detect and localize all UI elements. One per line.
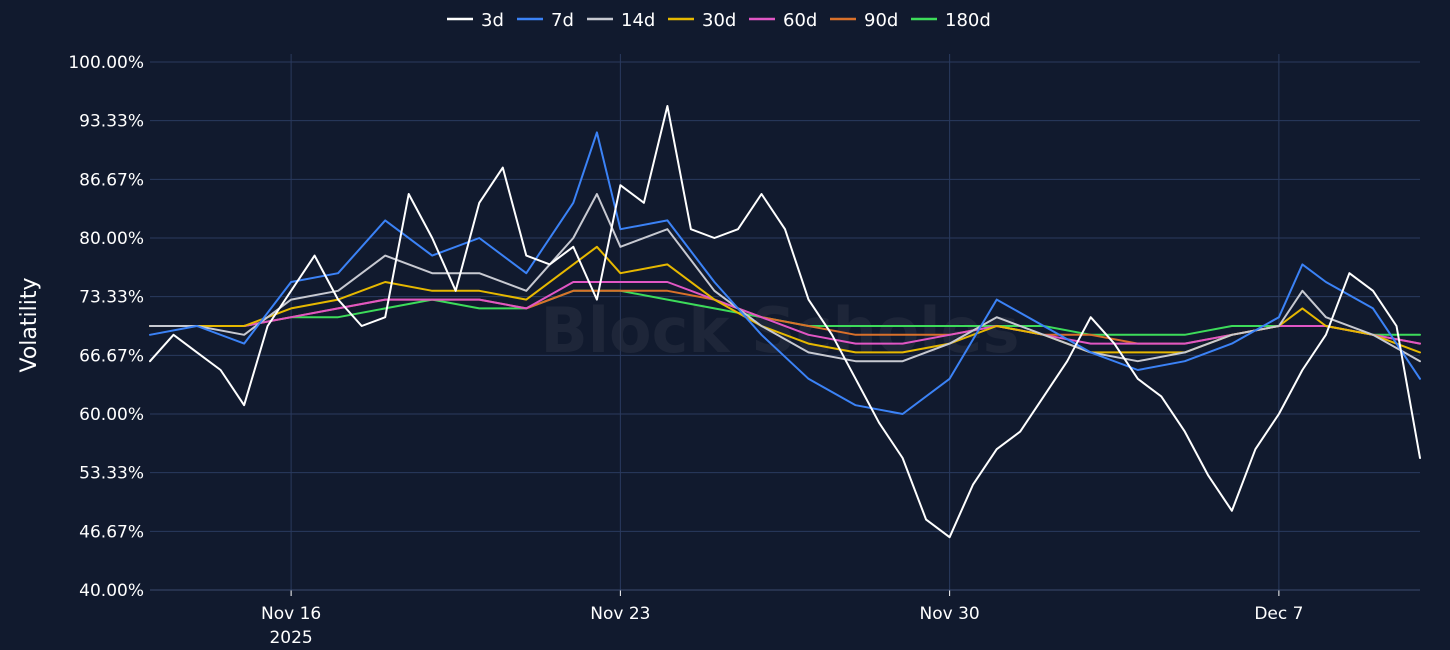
y-axis-title: Volatility	[17, 277, 42, 372]
y-tick-label: 80.00%	[79, 229, 144, 249]
x-tick-sublabel: 2025	[269, 628, 312, 648]
series-lines	[149, 105, 1421, 539]
y-axis: 100.00% 93.33% 86.67% 80.00% 73.33% 66.67% 60.…	[68, 53, 144, 601]
legend-item-14d[interactable]: 14d	[587, 10, 655, 31]
y-tick-label: 60.00%	[79, 405, 144, 425]
x-tick-label: Nov 23	[590, 604, 650, 624]
x-tick-label: Dec 7	[1254, 604, 1303, 624]
legend-label: 30d	[702, 10, 736, 31]
legend-item-90d[interactable]: 90d	[830, 10, 898, 31]
legend-label: 7d	[551, 10, 574, 31]
watermark: Block Scholes	[540, 294, 1019, 367]
y-tick-label: 73.33%	[79, 288, 144, 308]
legend-item-3d[interactable]: 3d	[447, 10, 504, 31]
legend-label: 14d	[621, 10, 655, 31]
y-tick-label: 46.67%	[79, 522, 144, 542]
legend-label: 90d	[864, 10, 898, 31]
legend-label: 60d	[783, 10, 817, 31]
y-tick-label: 53.33%	[79, 464, 144, 484]
legend-item-30d[interactable]: 30d	[668, 10, 736, 31]
legend-item-60d[interactable]: 60d	[749, 10, 817, 31]
y-tick-label: 93.33%	[79, 112, 144, 132]
x-tick-label: Nov 16	[261, 604, 321, 624]
y-tick-label: 66.67%	[79, 346, 144, 366]
y-tick-label: 86.67%	[79, 170, 144, 190]
series-line-7d	[149, 131, 1421, 415]
series-line-14d	[149, 193, 1421, 363]
legend-label: 180d	[945, 10, 991, 31]
x-tick-label: Nov 30	[920, 604, 980, 624]
y-tick-label: 100.00%	[68, 53, 144, 73]
legend-item-180d[interactable]: 180d	[911, 10, 991, 31]
x-axis: Nov 16 2025 Nov 23 Nov 30 Dec 7	[150, 589, 1420, 648]
series-line-60d	[149, 281, 1421, 345]
series-line-3d	[149, 105, 1421, 539]
grid	[150, 54, 1420, 591]
legend-label: 3d	[481, 10, 504, 31]
legend[interactable]: 3d 7d 14d 30d 60d 90d 180d	[447, 10, 991, 31]
legend-item-7d[interactable]: 7d	[517, 10, 574, 31]
y-tick-label: 40.00%	[79, 581, 144, 601]
